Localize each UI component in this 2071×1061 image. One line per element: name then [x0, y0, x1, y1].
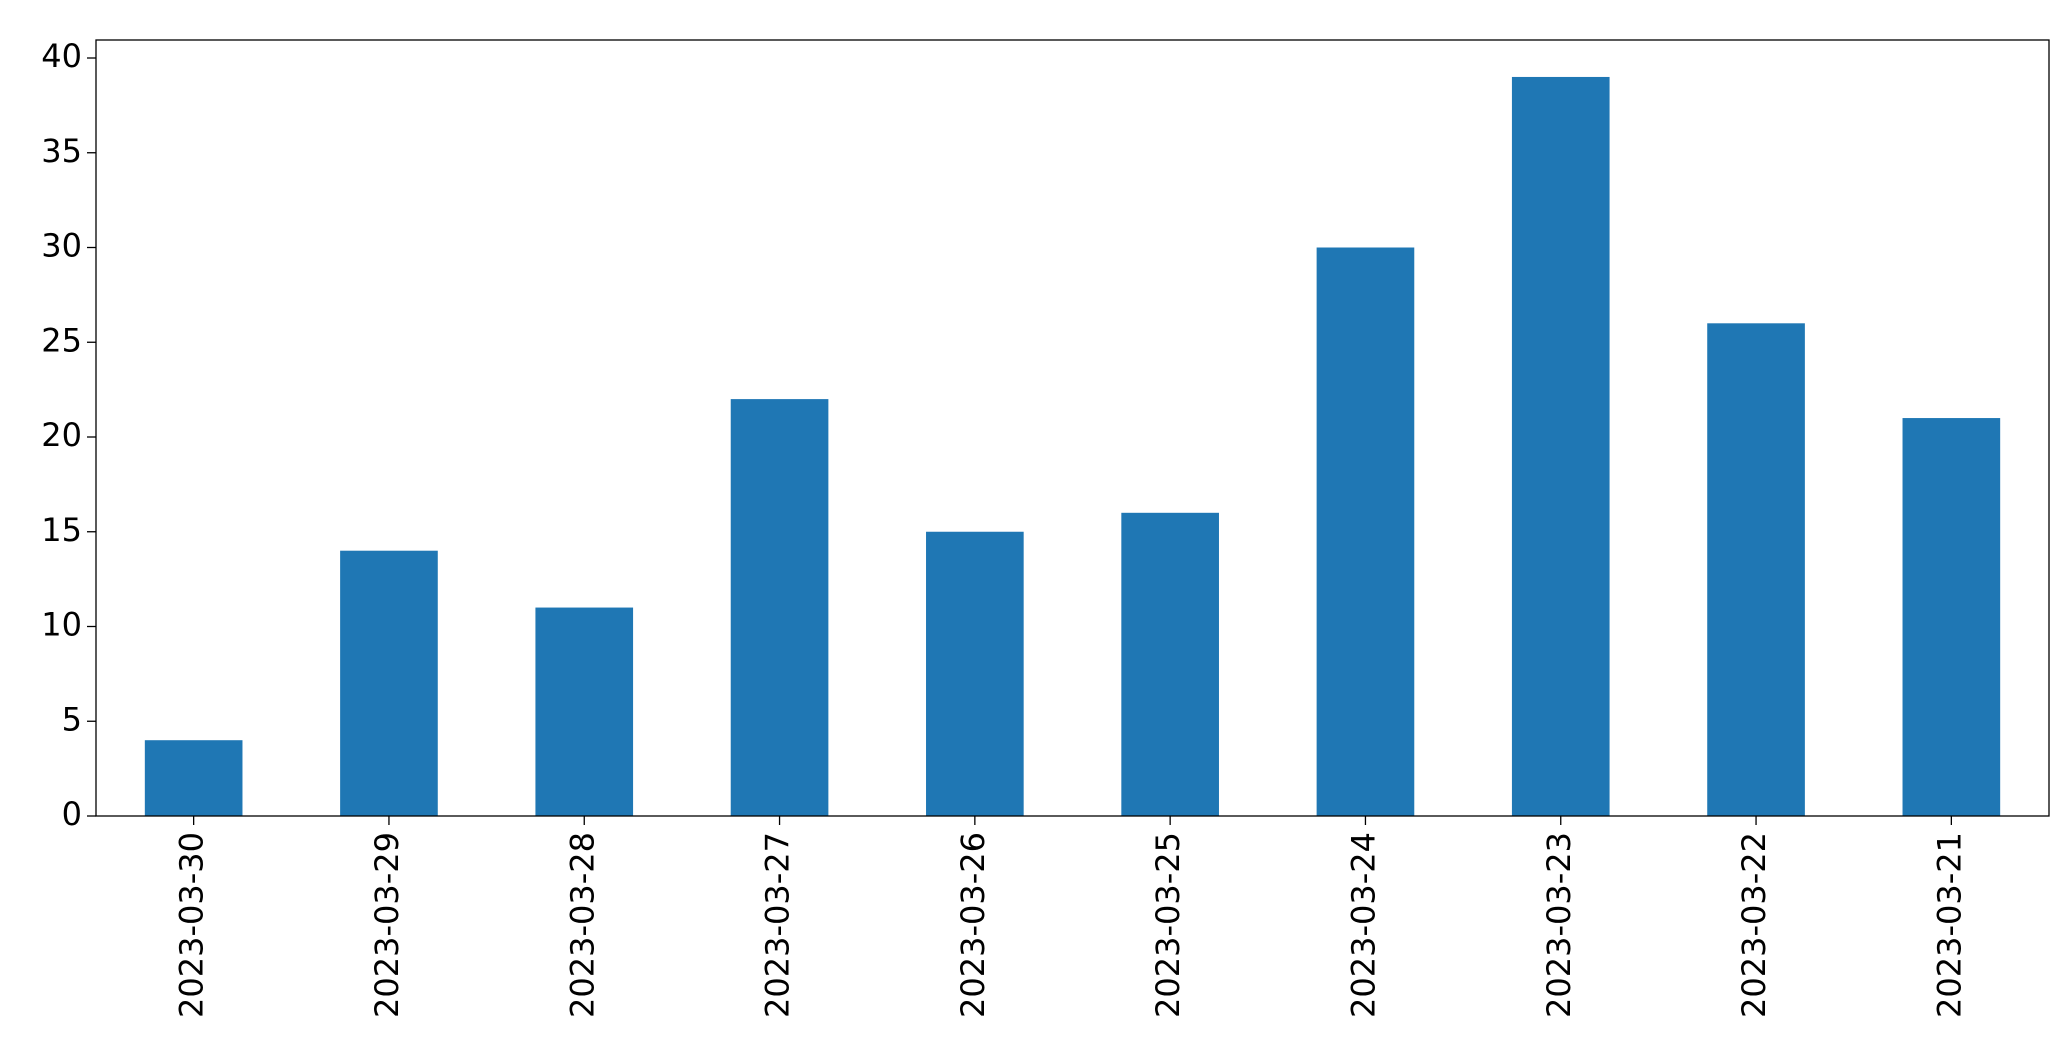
- bar: [340, 550, 438, 816]
- x-tick-label: 2023-03-21: [1930, 832, 1968, 1018]
- x-tick-label: 2023-03-27: [759, 832, 797, 1018]
- y-tick-label: 5: [62, 700, 82, 738]
- plot-frame: [95, 39, 2050, 817]
- bar: [1707, 323, 1805, 816]
- bar: [926, 531, 1024, 816]
- y-tick-label: 20: [41, 416, 82, 454]
- y-tick-label: 40: [41, 37, 82, 75]
- x-tick-label: 2023-03-30: [173, 832, 211, 1018]
- bar: [1511, 76, 1610, 816]
- bar: [1121, 512, 1219, 816]
- bar: [1316, 247, 1415, 816]
- x-tick-label: 2023-03-23: [1540, 832, 1578, 1018]
- bar: [144, 740, 243, 816]
- x-tick-label: 2023-03-26: [954, 832, 992, 1018]
- y-tick-label: 0: [62, 795, 82, 833]
- x-tick-label: 2023-03-22: [1735, 832, 1773, 1018]
- y-tick-label: 15: [41, 511, 82, 549]
- y-tick-label: 10: [41, 606, 82, 644]
- x-tick-label: 2023-03-28: [563, 832, 601, 1018]
- x-tick-label: 2023-03-25: [1149, 832, 1187, 1018]
- y-tick-label: 35: [41, 132, 82, 170]
- y-tick-label: 30: [41, 227, 82, 265]
- x-tick-label: 2023-03-24: [1344, 832, 1382, 1018]
- bar: [1902, 418, 2001, 816]
- y-tick-label: 25: [41, 321, 82, 359]
- x-tick-label: 2023-03-29: [368, 832, 406, 1018]
- bar: [535, 607, 634, 816]
- bar: [730, 399, 829, 816]
